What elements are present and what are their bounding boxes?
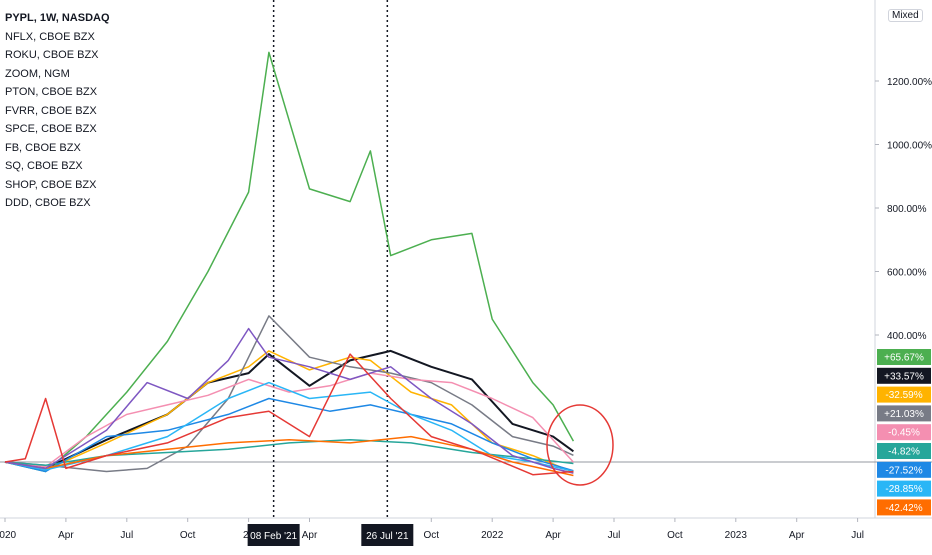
end-value-badge	[877, 443, 931, 459]
end-value-label: -32.59%	[885, 390, 922, 401]
x-tick-label: Jul	[120, 530, 133, 541]
end-value-label: +65.67%	[884, 353, 924, 364]
x-tick-label: 2022	[481, 530, 504, 541]
y-tick-label: 600.00%	[887, 268, 927, 279]
end-value-label: -4.82%	[888, 447, 920, 458]
y-tick-label: 800.00%	[887, 204, 927, 215]
x-tick-label: Apr	[789, 530, 805, 541]
series-line-4	[4, 315, 574, 473]
x-tick-label: Oct	[667, 530, 683, 541]
date-marker-label-bg	[247, 524, 300, 546]
series-line-2	[4, 349, 574, 470]
x-tick-label: 2023	[725, 530, 748, 541]
legend-item-ddd[interactable]: DDD, CBOE BZX	[5, 197, 91, 209]
y-tick-label: 400.00%	[887, 331, 927, 342]
series-line-7	[4, 397, 574, 473]
series-line-3	[4, 350, 574, 473]
x-tick-label: Jul	[851, 530, 864, 541]
x-tick-label: Jul	[608, 530, 621, 541]
end-value-badge	[877, 499, 931, 516]
end-value-badge	[877, 405, 931, 422]
legend-item-nflx[interactable]: NFLX, CBOE BZX	[5, 30, 95, 43]
series-line-1	[4, 51, 575, 473]
legend-item-pton[interactable]: PTON, CBOE BZX	[5, 86, 98, 98]
legend-item-zoom[interactable]: ZOOM, NGM	[5, 67, 70, 80]
end-value-badge	[877, 424, 931, 441]
x-tick-label: Apr	[302, 530, 318, 541]
y-tick-label: 1200.00%	[887, 77, 932, 88]
end-value-badge	[877, 461, 931, 478]
series-line-11	[4, 353, 574, 476]
legend-item-roku[interactable]: ROKU, CBOE BZX	[5, 49, 99, 61]
end-value-badge	[877, 480, 931, 497]
highlight-circle	[546, 404, 614, 486]
end-value-label: -0.45%	[888, 428, 920, 439]
x-tick-label: Oct	[424, 530, 440, 541]
end-value-label: +33.57%	[884, 371, 924, 382]
symbol-legend: PYPL, 1W, NASDAQ NFLX, CBOE BZX ROKU, CB…	[5, 9, 110, 213]
legend-item-shop[interactable]: SHOP, CBOE BZX	[5, 178, 97, 191]
y-tick-label: 1000.00%	[887, 141, 932, 152]
x-tick-label: Apr	[58, 530, 74, 541]
series-line-5	[4, 372, 574, 468]
legend-item-fvrr[interactable]: FVRR, CBOE BZX	[5, 104, 97, 117]
date-marker-label: 08 Feb '21	[250, 531, 297, 542]
end-value-badge	[877, 349, 931, 365]
legend-item-pypl[interactable]: PYPL, 1W, NASDAQ	[5, 12, 110, 24]
series-line-9	[4, 435, 574, 477]
scale-mode-button[interactable]: Mixed	[888, 9, 923, 22]
date-marker-label: 26 Jul '21	[366, 531, 409, 542]
x-tick-label: Oct	[180, 530, 196, 541]
end-value-badge	[877, 386, 931, 403]
legend-item-fb[interactable]: FB, CBOE BZX	[5, 141, 81, 154]
x-tick-label: Apr	[545, 530, 561, 541]
end-value-label: -27.52%	[885, 465, 922, 476]
legend-item-sq[interactable]: SQ, CBOE BZX	[5, 160, 83, 172]
series-line-6	[4, 439, 574, 466]
end-value-label: +21.03%	[884, 409, 924, 420]
series-line-10	[4, 327, 574, 474]
legend-item-spce[interactable]: SPCE, CBOE BZX	[5, 123, 97, 135]
x-tick-label: 2020	[0, 530, 17, 541]
end-value-label: -28.85%	[885, 484, 922, 495]
end-value-label: -42.42%	[885, 503, 922, 514]
end-value-badge	[877, 367, 931, 384]
date-marker-label-bg	[361, 524, 414, 546]
